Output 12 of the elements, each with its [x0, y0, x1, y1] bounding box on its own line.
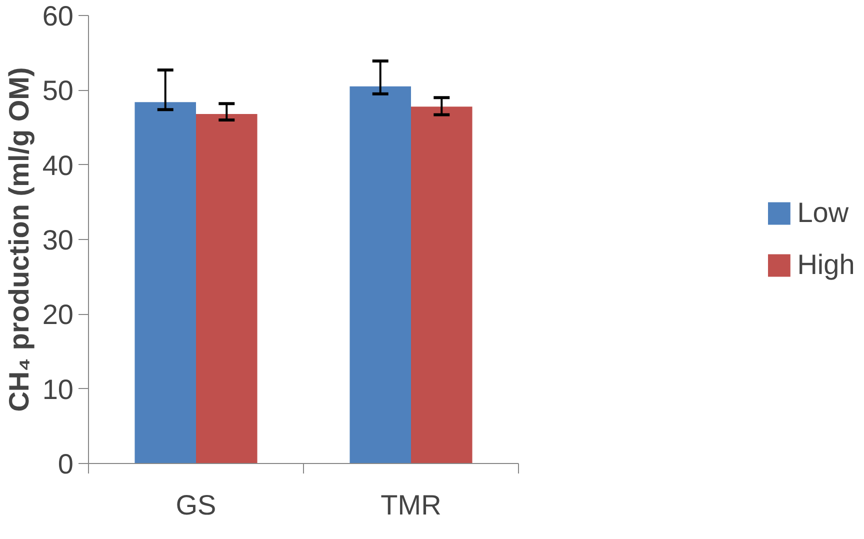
legend-label: Low — [797, 197, 849, 229]
y-tick-label: 60 — [42, 0, 74, 32]
y-tick-label: 50 — [42, 75, 74, 106]
x-tick-label: GS — [176, 490, 216, 520]
y-axis-title: CH₄ production (ml/g OM) — [3, 67, 34, 412]
y-tick-label: 10 — [42, 374, 74, 405]
y-tick-label: 0 — [58, 448, 74, 480]
x-tick-label: TMR — [380, 490, 442, 520]
y-tick-label: 40 — [42, 150, 74, 181]
y-tick-label: 30 — [42, 224, 74, 256]
legend-label: High — [797, 249, 855, 281]
y-tick-label: 20 — [42, 299, 74, 330]
